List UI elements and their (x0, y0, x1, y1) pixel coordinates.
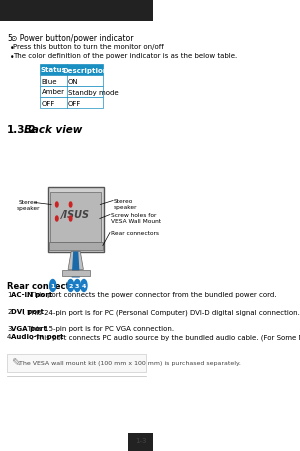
Polygon shape (68, 252, 83, 270)
Text: 3.: 3. (7, 325, 14, 331)
Text: Standby mode: Standby mode (68, 89, 119, 95)
Text: •: • (10, 44, 15, 53)
Text: . This port connects the power connector from the bundled power cord.: . This port connects the power connector… (26, 291, 277, 297)
FancyBboxPatch shape (50, 192, 101, 242)
Circle shape (69, 202, 72, 207)
Text: ✎: ✎ (11, 358, 21, 368)
Circle shape (56, 216, 58, 221)
Text: 4.: 4. (7, 334, 14, 340)
FancyBboxPatch shape (62, 270, 90, 276)
Circle shape (74, 280, 80, 292)
Text: ON: ON (68, 78, 79, 84)
Text: Stereo
speaker: Stereo speaker (114, 199, 138, 210)
Circle shape (68, 280, 74, 292)
Text: Blue: Blue (41, 78, 57, 84)
FancyBboxPatch shape (40, 98, 104, 109)
Text: DVI port: DVI port (11, 308, 44, 314)
Text: . This port connects PC audio source by the bundled audio cable. (For Some Model: . This port connects PC audio source by … (31, 334, 300, 340)
Text: 2.: 2. (7, 308, 14, 314)
Text: The VESA wall mount kit (100 mm x 100 mm) is purchased separately.: The VESA wall mount kit (100 mm x 100 mm… (20, 360, 241, 365)
Text: Back view: Back view (23, 125, 82, 135)
FancyBboxPatch shape (40, 65, 104, 76)
Text: AC-IN port: AC-IN port (11, 291, 52, 297)
FancyBboxPatch shape (40, 76, 104, 87)
Text: . This 24-pin port is for PC (Personal Computer) DVI-D digital signal connection: . This 24-pin port is for PC (Personal C… (23, 308, 300, 315)
Text: VGA port: VGA port (11, 325, 46, 331)
Text: 5.: 5. (7, 34, 14, 43)
Text: 2: 2 (68, 283, 73, 288)
FancyBboxPatch shape (48, 187, 104, 252)
Text: 1.3.2: 1.3.2 (7, 125, 37, 135)
Circle shape (69, 216, 72, 221)
Circle shape (81, 280, 87, 292)
FancyBboxPatch shape (49, 242, 103, 250)
Text: Status: Status (40, 67, 66, 74)
Text: The color definition of the power indicator is as the below table.: The color definition of the power indica… (13, 53, 237, 59)
Text: 1-3: 1-3 (135, 437, 146, 443)
FancyBboxPatch shape (7, 354, 146, 372)
Text: 3: 3 (75, 283, 80, 288)
Circle shape (50, 280, 56, 292)
Text: Rear connectors: Rear connectors (7, 281, 85, 290)
FancyBboxPatch shape (0, 0, 154, 22)
Text: Stereo
speaker: Stereo speaker (16, 200, 40, 211)
Text: . This 15-pin port is for PC VGA connection.: . This 15-pin port is for PC VGA connect… (23, 325, 174, 331)
Text: Screw holes for
VESA Wall Mount: Screw holes for VESA Wall Mount (111, 213, 161, 224)
Text: Press this button to turn the monitor on/off: Press this button to turn the monitor on… (13, 44, 164, 50)
Text: Rear connectors: Rear connectors (111, 231, 159, 236)
Text: 1.: 1. (7, 291, 14, 297)
Text: ⊙ Power button/power indicator: ⊙ Power button/power indicator (11, 34, 133, 43)
Text: OFF: OFF (68, 100, 81, 106)
Text: •: • (10, 53, 15, 62)
Text: /ISUS: /ISUS (61, 210, 90, 220)
Text: 4: 4 (82, 283, 86, 288)
Polygon shape (72, 252, 80, 278)
Text: 1: 1 (50, 283, 55, 288)
FancyBboxPatch shape (40, 87, 104, 98)
Text: Audio-in port: Audio-in port (11, 334, 63, 340)
FancyBboxPatch shape (128, 433, 154, 451)
Text: OFF: OFF (41, 100, 55, 106)
Text: Description: Description (62, 67, 108, 74)
Text: Amber: Amber (41, 89, 64, 95)
Circle shape (56, 202, 58, 207)
